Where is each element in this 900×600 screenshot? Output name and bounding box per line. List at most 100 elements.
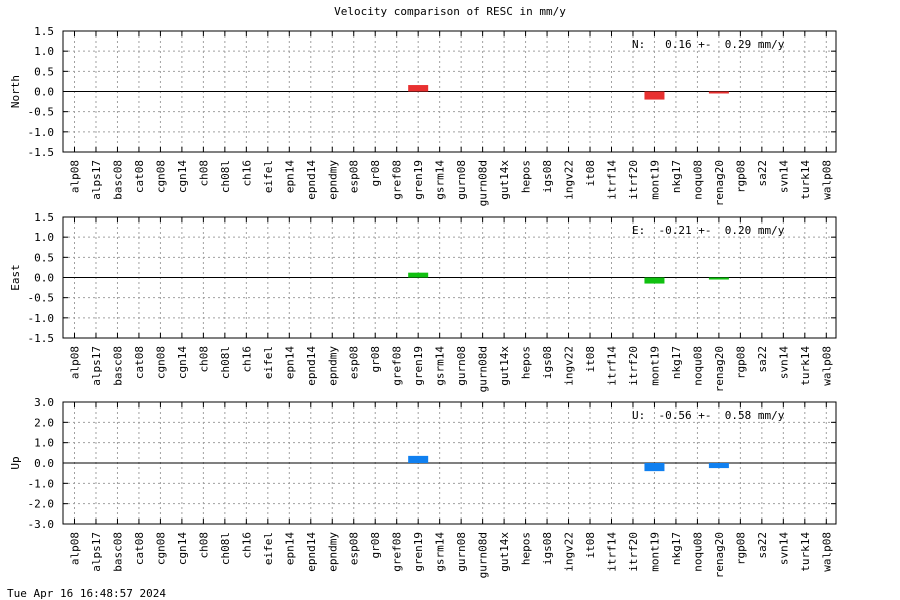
x-tick-label: gren19	[412, 346, 425, 386]
x-tick-label: gut14x	[498, 160, 511, 200]
y-tick-label: 0.5	[34, 251, 54, 264]
x-tick-label: renag20	[713, 532, 726, 578]
x-tick-label: nkg17	[670, 160, 683, 193]
x-tick-label: esp08	[348, 346, 361, 379]
x-tick-label: ch08	[197, 346, 210, 373]
x-tick-label: cgn08	[154, 346, 167, 379]
bar-mont19	[644, 91, 665, 100]
x-tick-label: turk14	[799, 346, 812, 386]
x-tick-label: epn14	[283, 532, 296, 565]
y-tick-label: 0.5	[34, 65, 54, 78]
x-tick-label: alp08	[69, 160, 82, 193]
x-tick-label: svn14	[777, 532, 790, 565]
y-tick-label: 1.5	[34, 25, 54, 38]
x-tick-label: rgp08	[734, 532, 747, 565]
x-tick-label: eifel	[262, 532, 275, 565]
y-tick-label: 2.0	[34, 416, 54, 429]
y-tick-label: -1.0	[28, 477, 55, 490]
bar-renag20	[708, 277, 729, 280]
x-tick-label: itrf20	[627, 160, 640, 200]
x-tick-label: cgn08	[154, 532, 167, 565]
y-tick-label: -1.0	[28, 312, 55, 325]
y-tick-label: -0.5	[28, 292, 55, 305]
x-tick-label: gren19	[412, 532, 425, 572]
x-tick-label: noqu08	[691, 346, 704, 386]
x-tick-label: alp08	[69, 532, 82, 565]
x-tick-label: turk14	[799, 532, 812, 572]
x-tick-label: gurn08d	[477, 160, 490, 206]
x-tick-label: sa22	[756, 532, 769, 559]
y-tick-label: 0.0	[34, 457, 54, 470]
bar-renag20	[708, 463, 729, 469]
bar-mont19	[644, 463, 665, 472]
y-axis-label: Up	[9, 456, 22, 469]
bar-gren19	[408, 85, 429, 92]
x-tick-label: basc08	[111, 346, 124, 386]
x-tick-label: gurn08	[455, 346, 468, 386]
x-tick-label: cat08	[133, 346, 146, 379]
x-tick-label: ingv22	[563, 160, 576, 200]
x-tick-label: cgn08	[154, 160, 167, 193]
x-tick-label: gsrm14	[434, 346, 447, 386]
stats-annotation: N: 0.16 +- 0.29 mm/y	[632, 38, 785, 51]
x-tick-label: gurn08	[455, 532, 468, 572]
y-tick-label: 1.5	[34, 211, 54, 224]
y-axis-label: North	[9, 75, 22, 108]
x-tick-label: igs08	[541, 346, 554, 379]
x-tick-label: itrf14	[606, 346, 619, 386]
y-tick-label: 3.0	[34, 396, 54, 409]
x-tick-label: ch08	[197, 532, 210, 559]
x-tick-label: ch16	[240, 160, 253, 187]
x-tick-label: gsrm14	[434, 532, 447, 572]
x-tick-label: itrf20	[627, 346, 640, 386]
x-tick-label: basc08	[111, 532, 124, 572]
x-tick-label: mont19	[648, 346, 661, 386]
x-tick-label: eifel	[262, 160, 275, 193]
x-tick-label: epnd14	[305, 532, 318, 572]
panel-north: 1.5 1.0 0.5 0.0 -0.5 -1.0 -1.5 alp08 alps17 basc0…	[9, 25, 837, 206]
x-tick-label: svn14	[777, 160, 790, 193]
x-tick-label: igs08	[541, 160, 554, 193]
y-tick-label: -0.5	[28, 106, 55, 119]
timestamp-footer: Tue Apr 16 16:48:57 2024	[7, 587, 166, 600]
x-tick-label: it08	[584, 346, 597, 373]
x-tick-label: alps17	[90, 346, 103, 386]
x-tick-label: noqu08	[691, 160, 704, 200]
y-tick-label: -1.0	[28, 126, 55, 139]
x-tick-label: gref08	[391, 532, 404, 572]
x-tick-label: it08	[584, 532, 597, 559]
x-tick-label: hepos	[520, 346, 533, 379]
x-tick-label: epndmy	[326, 160, 339, 200]
x-tick-label: ch08l	[219, 346, 232, 379]
x-tick-label: nkg17	[670, 346, 683, 379]
stats-annotation: U: -0.56 +- 0.58 mm/y	[632, 409, 785, 422]
plot-frame	[62, 30, 837, 153]
x-tick-label: renag20	[713, 160, 726, 206]
x-tick-label: epn14	[283, 160, 296, 193]
panel-east: 1.5 1.0 0.5 0.0 -0.5 -1.0 -1.5 alp08 alps17 basc0…	[9, 211, 837, 392]
y-tick-label: 1.0	[34, 437, 54, 450]
y-tick-label: -2.0	[28, 498, 55, 511]
y-tick-label: -1.5	[28, 332, 55, 345]
x-tick-label: gsrm14	[434, 160, 447, 200]
x-tick-label: itrf14	[606, 532, 619, 572]
x-tick-label: noqu08	[691, 532, 704, 572]
x-tick-label: sa22	[756, 160, 769, 187]
x-tick-label: walp08	[820, 160, 833, 200]
x-tick-label: gr08	[369, 160, 382, 187]
x-tick-label: ch08l	[219, 532, 232, 565]
x-tick-label: gurn08	[455, 160, 468, 200]
x-tick-label: epnd14	[305, 160, 318, 200]
x-tick-label: gren19	[412, 160, 425, 200]
x-tick-label: gref08	[391, 346, 404, 386]
x-tick-label: basc08	[111, 160, 124, 200]
x-tick-label: cgn14	[176, 532, 189, 565]
x-tick-label: cgn14	[176, 160, 189, 193]
x-tick-label: epndmy	[326, 346, 339, 386]
plot-frame	[62, 401, 837, 525]
x-tick-label: esp08	[348, 532, 361, 565]
x-tick-label: itrf14	[606, 160, 619, 200]
x-tick-label: hepos	[520, 532, 533, 565]
x-tick-label: ch16	[240, 346, 253, 373]
